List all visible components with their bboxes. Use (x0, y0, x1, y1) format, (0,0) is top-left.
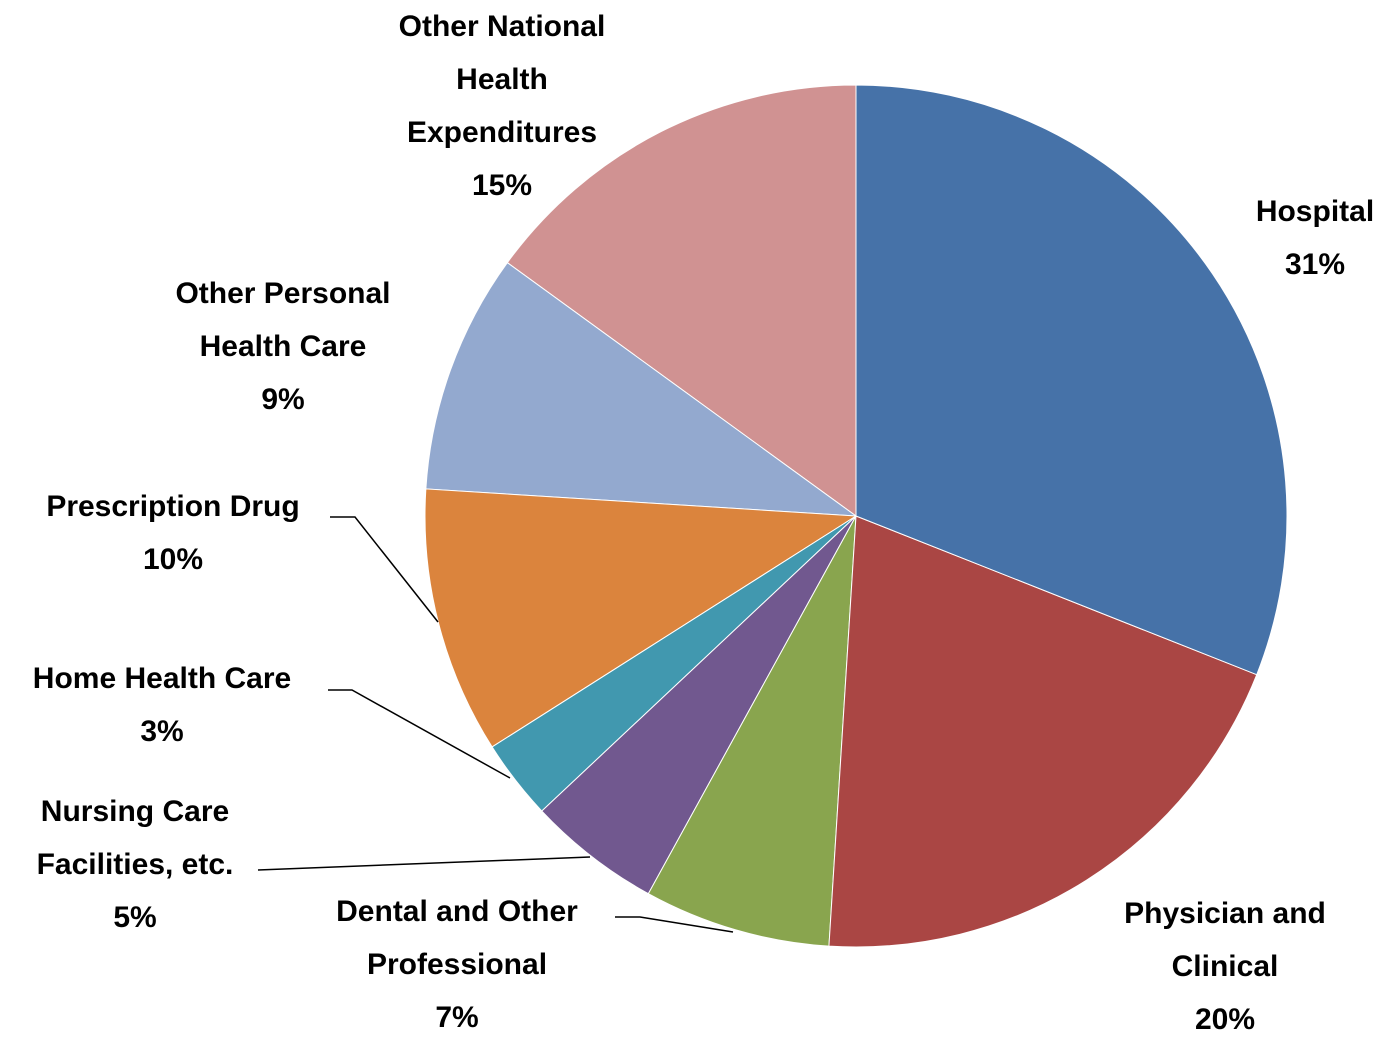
category-label: Dental and Other Professional (336, 895, 578, 981)
value-label: 3% (140, 715, 184, 748)
pie-slice (647, 515, 857, 947)
leader-line (615, 916, 734, 933)
value-label: 15% (471, 169, 533, 202)
slice-label: Home Health Care 3% (0, 652, 332, 758)
category-label: Prescription Drug (46, 490, 300, 523)
pie-slice (424, 488, 858, 748)
category-label: Nursing Care Facilities, etc. (36, 795, 234, 881)
pie-slice (828, 515, 1258, 948)
value-label: 9% (261, 383, 305, 416)
leader-lines (257, 516, 734, 933)
slice-label: Hospital 31% (1235, 185, 1385, 291)
category-label: Other National Health Expenditures (398, 10, 606, 149)
value-label: 7% (435, 1001, 479, 1034)
slice-label: Nursing Care Facilities, etc. 5% (10, 785, 260, 944)
leader-line (257, 856, 591, 871)
slice-label: Other National Health Expenditures 15% (367, 0, 637, 212)
slice-label: Dental and Other Professional 7% (297, 885, 617, 1044)
slice-label: Physician and Clinical 20% (1100, 887, 1350, 1046)
slice-label: Prescription Drug 10% (8, 480, 338, 586)
value-label: 5% (113, 901, 157, 934)
category-label: Hospital (1255, 195, 1375, 228)
pie-slice (506, 84, 857, 517)
category-label: Other Personal Health Care (175, 277, 391, 363)
pie-slice (855, 84, 1288, 676)
leader-line (328, 689, 511, 779)
pie-slice (425, 261, 858, 517)
value-label: 20% (1194, 1003, 1256, 1036)
category-label: Home Health Care (32, 662, 292, 695)
category-label: Physician and Clinical (1124, 897, 1326, 983)
slice-label: Other Personal Health Care 9% (143, 267, 423, 426)
value-label: 10% (142, 543, 204, 576)
leader-line (330, 516, 439, 623)
value-label: 31% (1284, 248, 1346, 281)
